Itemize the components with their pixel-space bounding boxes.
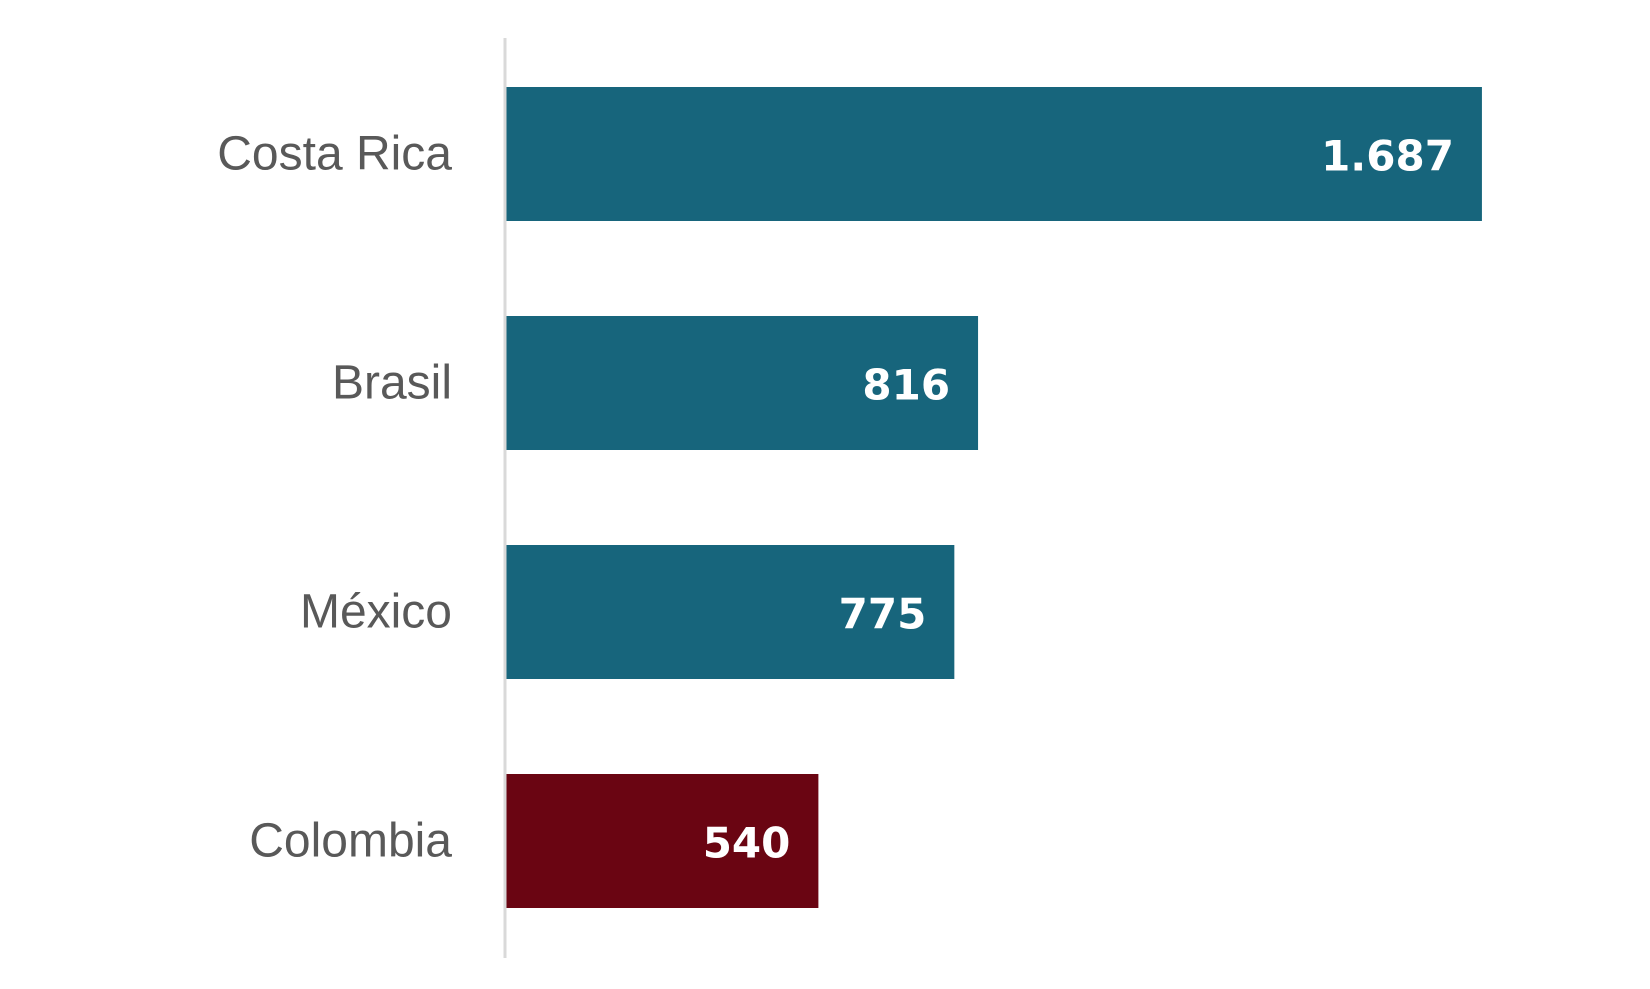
value-label-colombia: 540	[703, 819, 791, 868]
value-labels-layer: 1.687 816 775 540	[703, 132, 1454, 868]
category-label-colombia: Colombia	[249, 815, 452, 868]
category-labels-layer: Costa Rica Brasil México Colombia	[217, 128, 452, 868]
category-label-brasil: Brasil	[332, 357, 452, 410]
bar-colombia	[506, 774, 819, 908]
value-label-brasil: 816	[862, 361, 950, 410]
value-label-mexico: 775	[839, 590, 927, 639]
value-label-costa-rica: 1.687	[1321, 132, 1454, 181]
bar-costa-rica	[506, 87, 1482, 221]
category-label-costa-rica: Costa Rica	[217, 128, 452, 181]
bar-mexico	[506, 545, 955, 679]
bar-brasil	[506, 316, 979, 450]
bars-layer	[506, 87, 1482, 908]
category-label-mexico: México	[300, 586, 452, 639]
